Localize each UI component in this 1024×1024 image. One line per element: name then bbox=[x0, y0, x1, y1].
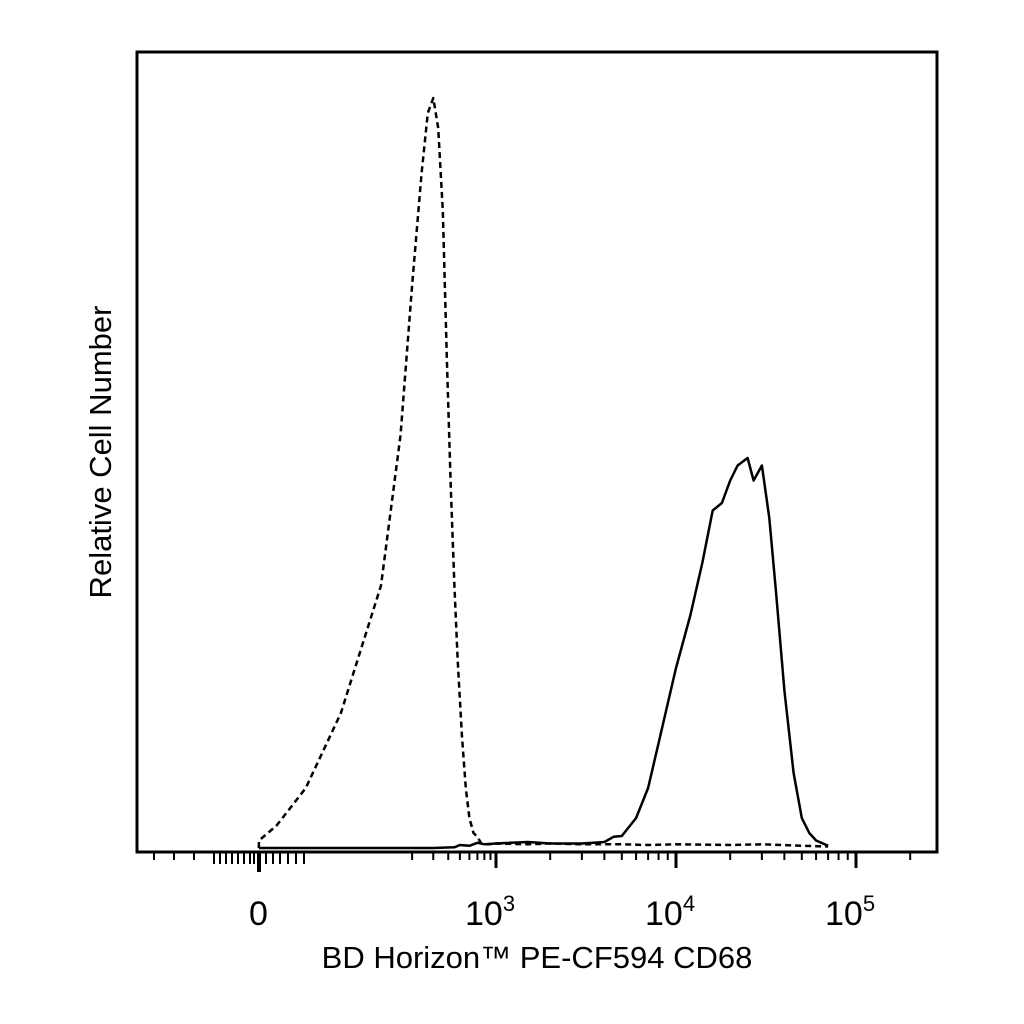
x-axis-ticks bbox=[137, 850, 937, 872]
x-tick-label: 105 bbox=[825, 891, 875, 933]
x-tick-label: 104 bbox=[645, 891, 695, 933]
y-axis-title: Relative Cell Number bbox=[83, 306, 118, 599]
series-line-solid bbox=[258, 456, 829, 850]
x-axis-tick-labels: 0 103 104 105 bbox=[249, 891, 875, 933]
x-tick-label: 0 bbox=[249, 895, 268, 933]
series-line-dashed bbox=[257, 96, 829, 849]
plot-frame bbox=[135, 50, 939, 854]
series-layer bbox=[257, 96, 829, 850]
x-tick-label: 103 bbox=[465, 891, 515, 933]
x-axis-title: BD Horizon™ PE-CF594 CD68 bbox=[322, 940, 753, 975]
